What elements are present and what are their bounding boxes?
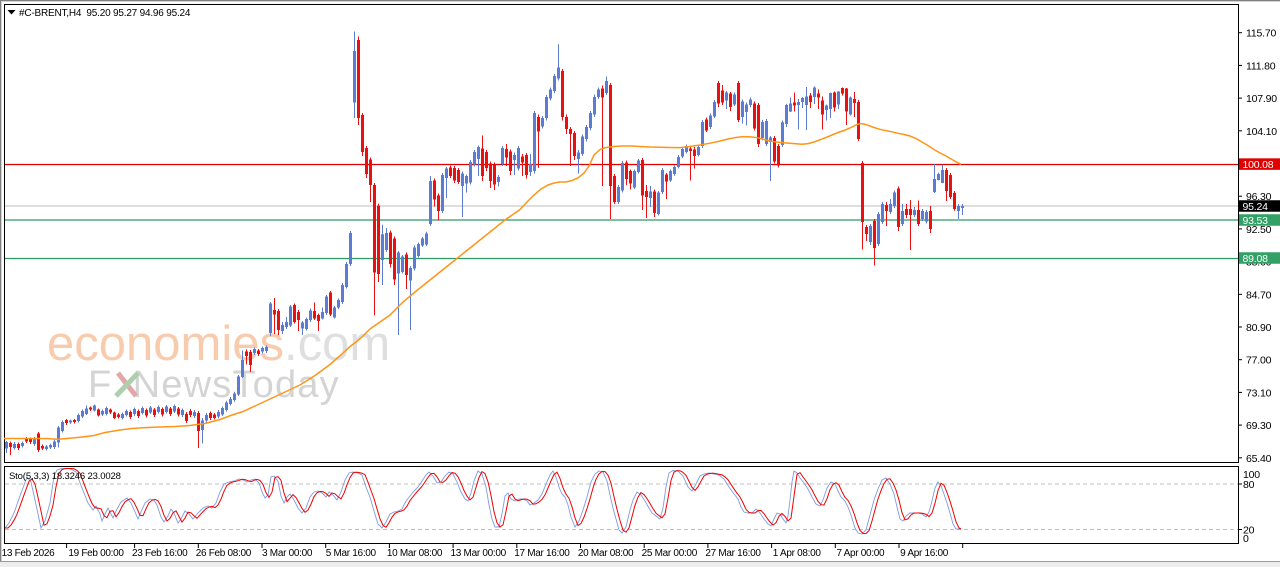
svg-text:115.70: 115.70 <box>1246 28 1276 40</box>
svg-text:19 Feb 00:00: 19 Feb 00:00 <box>68 548 124 559</box>
svg-text:3 Mar 00:00: 3 Mar 00:00 <box>262 548 313 559</box>
svg-text:9 Apr 16:00: 9 Apr 16:00 <box>900 548 949 559</box>
svg-text:104.10: 104.10 <box>1246 126 1277 138</box>
svg-text:92.50: 92.50 <box>1246 224 1272 236</box>
svg-text:23 Feb 16:00: 23 Feb 16:00 <box>132 548 188 559</box>
svg-text:111.80: 111.80 <box>1246 60 1276 72</box>
svg-text:100: 100 <box>1243 469 1260 481</box>
svg-text:107.90: 107.90 <box>1246 93 1277 105</box>
svg-text:73.10: 73.10 <box>1246 387 1272 399</box>
svg-text:13 Mar 00:00: 13 Mar 00:00 <box>451 548 507 559</box>
svg-text:20 Mar 08:00: 20 Mar 08:00 <box>578 548 634 559</box>
svg-text:93.53: 93.53 <box>1243 215 1269 227</box>
svg-text:96.30: 96.30 <box>1246 191 1272 203</box>
svg-text:100.08: 100.08 <box>1243 159 1274 171</box>
svg-text:80.90: 80.90 <box>1246 322 1272 334</box>
svg-text:65.40: 65.40 <box>1246 453 1272 465</box>
svg-text:95.24: 95.24 <box>1243 201 1269 213</box>
svg-text:20: 20 <box>1243 525 1255 537</box>
svg-text:80: 80 <box>1243 479 1255 491</box>
svg-text:89.08: 89.08 <box>1243 253 1269 265</box>
svg-text:10 Mar 08:00: 10 Mar 08:00 <box>387 548 443 559</box>
svg-text:27 Mar 16:00: 27 Mar 16:00 <box>705 548 761 559</box>
svg-text:5 Mar 16:00: 5 Mar 16:00 <box>326 548 377 559</box>
svg-text:Sto(5,3,3) 18.3246 23.0028: Sto(5,3,3) 18.3246 23.0028 <box>9 471 121 482</box>
svg-text:84.70: 84.70 <box>1246 289 1272 301</box>
svg-text:7 Apr 00:00: 7 Apr 00:00 <box>836 548 885 559</box>
svg-text:26 Feb 08:00: 26 Feb 08:00 <box>196 548 252 559</box>
svg-text:0: 0 <box>1243 533 1249 545</box>
svg-text:1 Apr 08:00: 1 Apr 08:00 <box>773 548 822 559</box>
svg-text:17 Mar 16:00: 17 Mar 16:00 <box>514 548 570 559</box>
svg-text:13 Feb 2026: 13 Feb 2026 <box>2 548 56 559</box>
svg-text:economies.com: economies.com <box>47 317 390 371</box>
svg-text:77.00: 77.00 <box>1246 355 1272 367</box>
svg-text:25 Mar 00:00: 25 Mar 00:00 <box>642 548 698 559</box>
svg-text:#C-BRENT,H4 95.20 95.27 94.96: #C-BRENT,H4 95.20 95.27 94.96 95.24 <box>19 8 191 19</box>
svg-text:69.30: 69.30 <box>1246 420 1272 432</box>
